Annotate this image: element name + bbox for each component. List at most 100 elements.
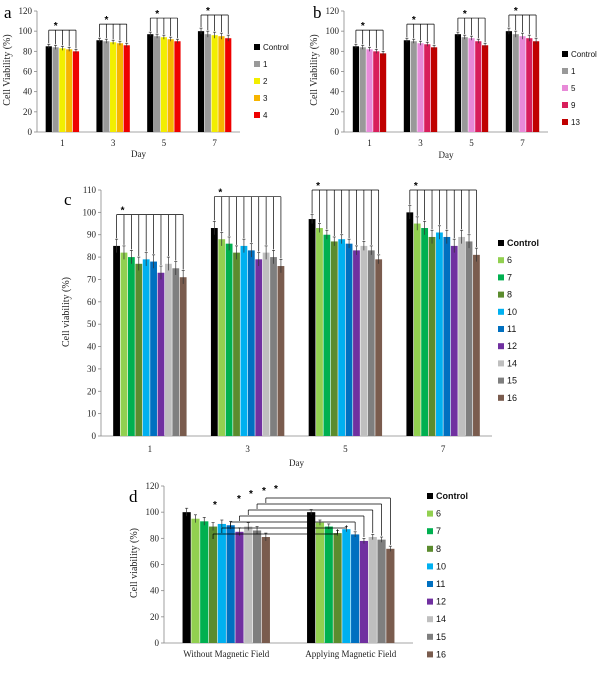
y-tick-label: 80 (150, 533, 160, 543)
legend-swatch (498, 343, 504, 350)
legend-label: 15 (436, 632, 446, 642)
bar (417, 43, 424, 133)
bar (179, 277, 187, 436)
x-tick-label: 3 (245, 444, 250, 454)
bar (307, 512, 316, 643)
significance-star: * (514, 6, 518, 17)
bar (218, 239, 226, 436)
y-tick-label: 100 (326, 26, 340, 36)
legend-swatch (498, 326, 504, 332)
x-tick-label: 3 (111, 138, 116, 148)
bar (255, 259, 263, 436)
bar (366, 49, 373, 132)
y-tick-label: 80 (87, 252, 97, 262)
legend-swatch (254, 78, 260, 84)
legend-label: 12 (436, 597, 446, 607)
legend-swatch (427, 528, 433, 535)
legend: Control 1 5 9 13 (562, 50, 597, 127)
legend-swatch (254, 95, 260, 101)
legend-label: 2 (263, 77, 268, 86)
y-axis-title: Cell Viability (%) (309, 34, 320, 105)
y-axis-title: Cell viability (%) (129, 528, 140, 598)
legend-swatch (427, 493, 433, 499)
bar (153, 36, 161, 133)
x-tick-label: 7 (520, 138, 525, 148)
legend-swatch (254, 44, 260, 50)
legend-label: 11 (507, 324, 516, 334)
legend-swatch (498, 257, 504, 264)
bar (172, 268, 180, 436)
x-tick-label: 7 (441, 444, 446, 454)
significance-star: * (463, 9, 467, 20)
legend-label: 1 (263, 60, 268, 69)
y-tick-label: 40 (150, 586, 160, 596)
bar (443, 236, 451, 436)
legend-swatch (562, 119, 568, 125)
y-tick-label: 20 (150, 612, 160, 622)
x-tick-label: 1 (148, 444, 153, 454)
bar (526, 38, 533, 132)
chart-panel-b: b 0 20 40 60 80 100 120 Cell Viability (%) Day 1 * 3… (309, 3, 597, 160)
significance-star: * (121, 206, 125, 217)
chart-panel-d: d 0 20 40 60 80 100 120 Cell viability (%) Withou… (129, 481, 468, 659)
y-tick-label: 40 (87, 342, 97, 352)
legend-swatch (562, 68, 568, 74)
bar (353, 250, 360, 436)
bar (113, 245, 120, 436)
bar (116, 43, 124, 133)
legend-swatch (498, 360, 504, 367)
bar (359, 540, 369, 643)
bar (164, 263, 172, 436)
legend-swatch (498, 394, 504, 401)
y-tick-label: 100 (146, 507, 160, 517)
y-tick-label: 30 (87, 364, 97, 374)
y-tick-label: 60 (330, 67, 340, 77)
bar (352, 46, 359, 132)
bar (431, 47, 438, 132)
legend-swatch (498, 291, 504, 298)
significance-star: * (237, 494, 241, 505)
bar (315, 522, 325, 643)
bar (468, 38, 475, 132)
legend-swatch (427, 581, 433, 587)
bar (333, 533, 342, 643)
significance-star: * (274, 484, 278, 495)
bar (342, 529, 351, 643)
bar (454, 34, 461, 132)
x-tick-label: 5 (162, 138, 167, 148)
significance-star: * (262, 486, 266, 497)
x-tick-label: Applying Magnetic Field (305, 649, 396, 659)
bar (157, 272, 165, 436)
legend: Control 6 7 8 10 11 12 14 15 16 (498, 238, 539, 403)
significance-star: * (218, 188, 222, 199)
legend-label: 14 (507, 358, 517, 368)
legend-swatch (498, 377, 504, 384)
bar (380, 53, 387, 132)
y-tick-label: 40 (23, 87, 33, 97)
bar (308, 219, 316, 436)
bar (359, 47, 366, 132)
legend-swatch (498, 240, 504, 246)
legend-swatch (427, 598, 433, 605)
legend: Control 1 2 3 4 (254, 43, 289, 120)
legend-label: 15 (507, 376, 517, 386)
panel-label: d (129, 487, 138, 506)
legend-label: 4 (263, 111, 268, 120)
bar (200, 521, 209, 643)
y-tick-label: 50 (87, 319, 97, 329)
legend-label: Control (436, 491, 468, 501)
significance-star: * (316, 181, 320, 192)
x-tick-label: 1 (367, 138, 372, 148)
significance-star: * (213, 500, 217, 511)
bar (475, 41, 482, 132)
y-tick-label: 0 (92, 431, 97, 441)
y-tick-label: 20 (87, 386, 97, 396)
bar (240, 245, 248, 436)
legend-swatch (254, 112, 260, 118)
bar (233, 252, 240, 436)
bar (167, 39, 174, 132)
legend-label: 10 (436, 561, 446, 571)
significance-star: * (206, 6, 210, 17)
bar (150, 261, 157, 436)
